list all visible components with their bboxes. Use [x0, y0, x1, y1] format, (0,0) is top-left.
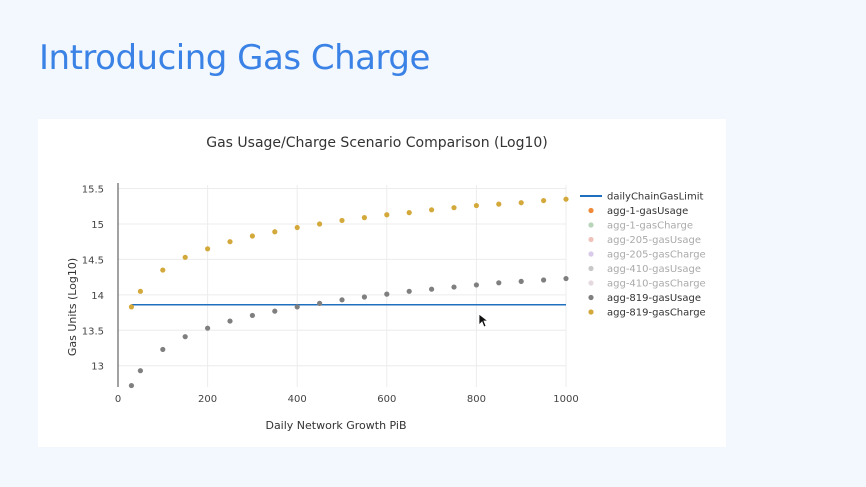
data-point	[473, 282, 479, 288]
legend-label: agg-1-gasCharge	[607, 221, 693, 232]
x-tick-label: 400	[288, 394, 307, 405]
legend-marker-swatch	[588, 222, 594, 228]
data-point	[249, 312, 255, 319]
data-point	[227, 318, 233, 324]
data-point	[361, 294, 367, 300]
legend-label: agg-410-gasCharge	[607, 279, 706, 290]
data-point	[137, 368, 143, 374]
data-point	[429, 286, 435, 292]
data-point	[317, 300, 323, 306]
tick-labels: 0 200 400 600 800 1000 13 13.5 14 14.5 15 15.5	[82, 185, 579, 405]
legend-marker-swatch	[588, 236, 594, 243]
legend-item[interactable]: agg-205-gasCharge	[588, 250, 706, 261]
data-point	[160, 346, 166, 353]
data-point	[272, 308, 278, 314]
data-point	[496, 280, 502, 286]
data-point	[227, 239, 233, 245]
legend-label: agg-819-gasUsage	[607, 293, 701, 304]
data-point	[339, 217, 345, 224]
y-tick-label: 13	[91, 362, 104, 373]
chart-card: Gas Usage/Charge Scenario Comparison (Lo…	[38, 119, 726, 447]
data-point	[518, 278, 524, 284]
data-point	[160, 267, 166, 273]
legend-item[interactable]: agg-1-gasUsage	[588, 206, 688, 217]
legend[interactable]: dailyChainGasLimit agg-1-gasUsage agg-1-ga…	[580, 192, 706, 319]
legend-label: agg-1-gasUsage	[607, 206, 688, 217]
data-point	[406, 210, 412, 216]
legend-label: agg-205-gasUsage	[607, 235, 701, 246]
data-point	[272, 229, 278, 235]
x-axis-label: Daily Network Growth PiB	[265, 419, 406, 432]
cursor-arrow-icon	[478, 313, 490, 328]
x-tick-label: 800	[467, 394, 486, 405]
legend-item[interactable]: agg-410-gasCharge	[588, 279, 706, 290]
mouse-cursor	[478, 313, 490, 328]
data-point	[317, 221, 323, 227]
data-point	[205, 325, 211, 331]
data-point	[451, 205, 457, 211]
data-point	[541, 277, 547, 283]
legend-marker-swatch	[588, 309, 594, 315]
chart-title: Gas Usage/Charge Scenario Comparison (Lo…	[206, 135, 548, 151]
y-tick-label: 15.5	[82, 185, 104, 196]
data-point	[384, 291, 390, 297]
data-point	[563, 275, 569, 282]
y-tick-label: 15	[91, 220, 104, 231]
data-point	[496, 201, 502, 207]
legend-item[interactable]: dailyChainGasLimit	[580, 192, 703, 203]
legend-marker-swatch	[588, 265, 594, 272]
data-point	[294, 224, 300, 231]
data-point	[451, 284, 457, 290]
data-point	[249, 233, 255, 239]
data-point	[128, 382, 135, 389]
legend-label: agg-819-gasCharge	[607, 308, 706, 319]
scatter-chart: Gas Usage/Charge Scenario Comparison (Lo…	[66, 135, 706, 432]
legend-item[interactable]: agg-205-gasUsage	[588, 235, 701, 246]
data-point	[205, 246, 211, 252]
data-point	[294, 304, 300, 310]
data-point	[406, 288, 412, 294]
legend-marker-swatch	[588, 207, 594, 214]
legend-marker-swatch	[588, 280, 594, 286]
y-tick-label: 14	[91, 291, 104, 302]
y-axis-label: Gas Units (Log10)	[66, 258, 79, 356]
data-point	[182, 254, 188, 260]
legend-item[interactable]: agg-1-gasCharge	[588, 221, 693, 232]
data-point	[541, 197, 547, 204]
x-tick-label: 200	[198, 394, 217, 405]
chart-marks	[128, 196, 569, 389]
data-point	[137, 288, 143, 294]
legend-label: agg-410-gasUsage	[607, 264, 701, 275]
legend-marker-swatch	[588, 251, 594, 257]
legend-marker-swatch	[588, 294, 594, 301]
slide-title: Introducing Gas Charge	[39, 38, 430, 78]
y-tick-label: 13.5	[82, 326, 104, 337]
data-point	[563, 196, 569, 202]
data-point	[361, 215, 367, 221]
data-point	[429, 207, 435, 213]
legend-label: dailyChainGasLimit	[607, 192, 703, 203]
legend-item[interactable]: agg-819-gasUsage	[588, 293, 701, 304]
data-point	[339, 297, 345, 303]
data-point	[473, 202, 479, 209]
x-tick-label: 1000	[553, 394, 578, 405]
grid	[118, 185, 567, 387]
legend-label: agg-205-gasCharge	[607, 250, 706, 261]
x-tick-label: 0	[115, 394, 121, 405]
data-point	[384, 212, 390, 218]
data-point	[128, 304, 135, 310]
x-tick-label: 600	[377, 394, 396, 405]
data-point	[518, 200, 524, 206]
data-point	[182, 334, 188, 340]
y-tick-label: 14.5	[82, 255, 104, 266]
legend-item[interactable]: agg-819-gasCharge	[588, 308, 706, 319]
legend-item[interactable]: agg-410-gasUsage	[588, 264, 701, 275]
